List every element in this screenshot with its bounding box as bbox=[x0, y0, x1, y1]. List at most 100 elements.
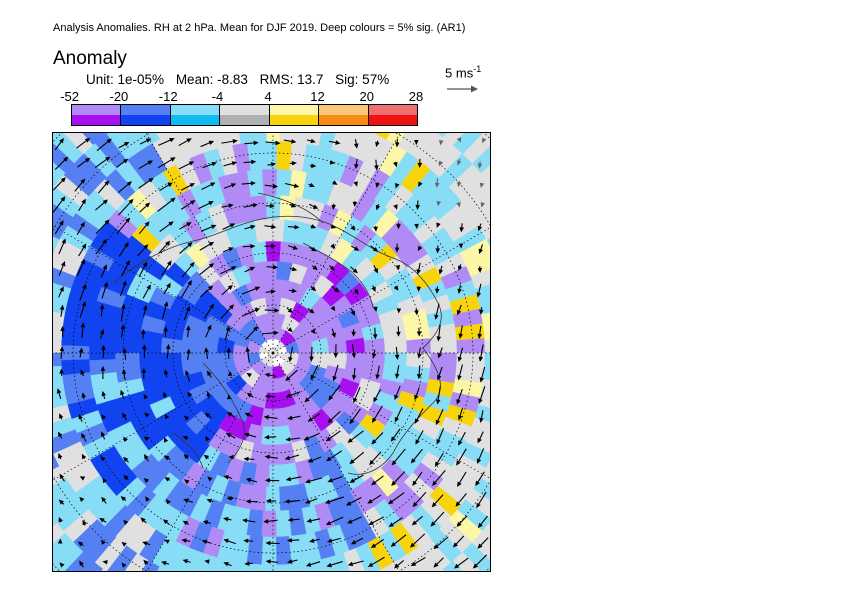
anomaly-heading: Anomaly bbox=[53, 48, 127, 69]
colorbar-deep-swatch bbox=[121, 115, 170, 125]
wind-vector bbox=[305, 477, 323, 484]
wind-vector bbox=[53, 177, 66, 191]
colorbar-bin bbox=[319, 105, 369, 125]
anomaly-cell bbox=[53, 352, 62, 367]
wind-vector bbox=[199, 263, 215, 276]
wind-vector bbox=[141, 367, 147, 379]
coastline bbox=[302, 242, 374, 309]
wind-vector bbox=[81, 392, 86, 400]
wind-vector bbox=[326, 537, 341, 543]
wind-vector bbox=[102, 477, 108, 484]
wind-vector bbox=[457, 364, 463, 381]
wind-vector bbox=[96, 138, 112, 152]
wind-vector bbox=[329, 160, 336, 165]
wind-vector bbox=[368, 516, 385, 525]
wind-vector bbox=[414, 408, 424, 424]
wind-vector bbox=[310, 224, 317, 229]
colorbar-light-swatch bbox=[220, 105, 269, 115]
wind-vector bbox=[434, 452, 444, 468]
wind-vector bbox=[80, 369, 85, 377]
wind-vector bbox=[243, 538, 253, 544]
wind-vector bbox=[434, 178, 440, 188]
wind-vector bbox=[226, 496, 234, 501]
wind-vector bbox=[101, 431, 106, 440]
wind-vector bbox=[457, 347, 464, 363]
wind-vector bbox=[102, 559, 108, 565]
wind-vector bbox=[244, 140, 259, 146]
anomaly-cell bbox=[268, 464, 285, 488]
wind-vector bbox=[332, 364, 339, 382]
wind-vector bbox=[221, 284, 233, 296]
wind-vector bbox=[416, 262, 421, 275]
wind-vector bbox=[198, 201, 214, 210]
wind-vector bbox=[396, 222, 401, 230]
wind-vector bbox=[227, 370, 233, 376]
wind-vector bbox=[79, 283, 87, 301]
wind-vector bbox=[353, 181, 358, 187]
wind-vector bbox=[59, 413, 64, 420]
wind-vector bbox=[418, 181, 423, 188]
wind-vector bbox=[219, 266, 237, 275]
wind-vector bbox=[245, 499, 259, 504]
wind-vector bbox=[200, 285, 214, 298]
wind-vector bbox=[324, 496, 344, 504]
wind-vector bbox=[435, 245, 441, 254]
anomaly-cell bbox=[60, 330, 91, 347]
wind-vector bbox=[139, 138, 152, 145]
wind-vector bbox=[287, 517, 300, 523]
colorbar-light-swatch bbox=[269, 105, 319, 115]
wind-vector bbox=[458, 325, 464, 339]
wind-vector bbox=[409, 533, 426, 548]
wind-vector bbox=[120, 324, 126, 338]
wind-vector bbox=[266, 264, 279, 270]
wind-vector bbox=[182, 520, 190, 526]
wind-vector bbox=[372, 327, 378, 340]
wind-vector bbox=[353, 386, 361, 404]
wind-vector bbox=[436, 200, 442, 207]
colorbar-light-swatch bbox=[368, 105, 417, 115]
wind-vector bbox=[117, 198, 134, 216]
wind-vector bbox=[411, 515, 423, 526]
wind-vector bbox=[414, 308, 419, 316]
wind-vector bbox=[59, 368, 64, 376]
wind-vector bbox=[394, 243, 400, 253]
wind-vector bbox=[476, 448, 485, 464]
anomaly-cell bbox=[430, 337, 458, 354]
wind-vector bbox=[264, 224, 277, 229]
anomaly-cell bbox=[437, 133, 447, 138]
colorbar-deep-swatch bbox=[269, 115, 319, 125]
colorbar-deep-swatch bbox=[170, 115, 220, 125]
wind-vector bbox=[265, 498, 277, 504]
wind-vector bbox=[308, 182, 315, 188]
wind-vector bbox=[140, 517, 147, 524]
wind-vector bbox=[307, 307, 315, 314]
wind-vector bbox=[288, 288, 298, 294]
wind-vector bbox=[303, 433, 320, 441]
anomaly-cell bbox=[157, 566, 169, 571]
wind-vector bbox=[481, 137, 487, 144]
anomaly-cell bbox=[160, 337, 183, 354]
wind-vector bbox=[415, 430, 424, 445]
wind-vector bbox=[331, 285, 340, 293]
wind-vector bbox=[307, 413, 321, 422]
wind-vector bbox=[185, 369, 191, 382]
wind-vector bbox=[199, 241, 215, 251]
wind-vector bbox=[347, 430, 364, 443]
wind-vector bbox=[264, 243, 277, 249]
wind-vector bbox=[58, 453, 63, 460]
wind-vector bbox=[304, 388, 319, 403]
wind-vector bbox=[395, 264, 401, 271]
wind-vector bbox=[325, 430, 341, 442]
wind-vector bbox=[457, 284, 462, 295]
wind-vector bbox=[183, 498, 194, 503]
wind-vector bbox=[202, 520, 211, 525]
colorbar-light-swatch bbox=[121, 105, 170, 115]
wind-vector bbox=[331, 203, 336, 210]
colorbar-bin bbox=[121, 105, 171, 125]
anomaly-cell bbox=[276, 140, 292, 170]
map-panel bbox=[52, 132, 491, 572]
wind-vector bbox=[58, 286, 64, 298]
wind-vector bbox=[396, 326, 401, 337]
wind-vector bbox=[78, 243, 87, 257]
colorbar-bin bbox=[72, 105, 122, 125]
